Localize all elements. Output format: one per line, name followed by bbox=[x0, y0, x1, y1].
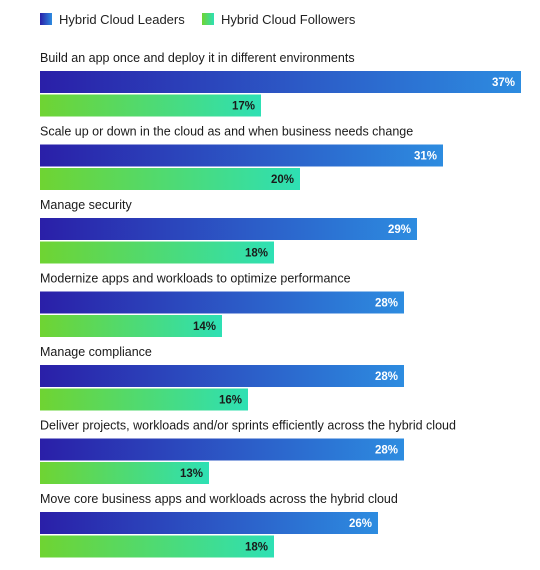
bar-leaders bbox=[40, 144, 443, 167]
category-label: Move core business apps and workloads ac… bbox=[40, 492, 398, 506]
value-label-leaders: 31% bbox=[414, 151, 437, 163]
legend-swatch-followers bbox=[202, 13, 214, 25]
value-label-followers: 14% bbox=[193, 321, 216, 333]
bar-followers bbox=[40, 315, 222, 337]
bar-followers bbox=[40, 535, 274, 558]
bar-followers bbox=[40, 388, 248, 411]
bar-followers bbox=[40, 94, 261, 117]
bar-leaders bbox=[40, 218, 417, 240]
bar-leaders bbox=[40, 291, 404, 314]
category-label: Build an app once and deploy it in diffe… bbox=[40, 51, 355, 65]
category-label: Deliver projects, workloads and/or sprin… bbox=[40, 419, 456, 433]
value-label-leaders: 28% bbox=[375, 371, 398, 383]
bar-followers bbox=[40, 168, 300, 190]
value-label-followers: 17% bbox=[232, 101, 255, 113]
bar-leaders bbox=[40, 365, 404, 387]
value-label-followers: 18% bbox=[245, 248, 268, 260]
category-label: Scale up or down in the cloud as and whe… bbox=[40, 125, 413, 139]
value-label-leaders: 28% bbox=[375, 445, 398, 457]
value-label-followers: 18% bbox=[245, 542, 268, 554]
plot-area: Build an app once and deploy it in diffe… bbox=[40, 51, 521, 558]
category-label: Manage compliance bbox=[40, 345, 152, 359]
bar-leaders bbox=[40, 512, 378, 534]
value-label-leaders: 26% bbox=[349, 518, 372, 530]
bar-followers bbox=[40, 241, 274, 264]
legend-label-leaders: Hybrid Cloud Leaders bbox=[59, 12, 185, 27]
legend: Hybrid Cloud Leaders Hybrid Cloud Follow… bbox=[40, 12, 356, 27]
value-label-leaders: 29% bbox=[388, 224, 411, 236]
legend-label-followers: Hybrid Cloud Followers bbox=[221, 12, 356, 27]
category-label: Modernize apps and workloads to optimize… bbox=[40, 272, 351, 286]
value-label-leaders: 37% bbox=[492, 77, 515, 89]
value-label-followers: 20% bbox=[271, 174, 294, 186]
legend-swatch-leaders bbox=[40, 13, 52, 25]
value-label-leaders: 28% bbox=[375, 298, 398, 310]
bar-leaders bbox=[40, 71, 521, 93]
value-label-followers: 13% bbox=[180, 468, 203, 480]
bar-followers bbox=[40, 462, 209, 484]
bar-leaders bbox=[40, 438, 404, 461]
value-label-followers: 16% bbox=[219, 395, 242, 407]
category-label: Manage security bbox=[40, 198, 132, 212]
